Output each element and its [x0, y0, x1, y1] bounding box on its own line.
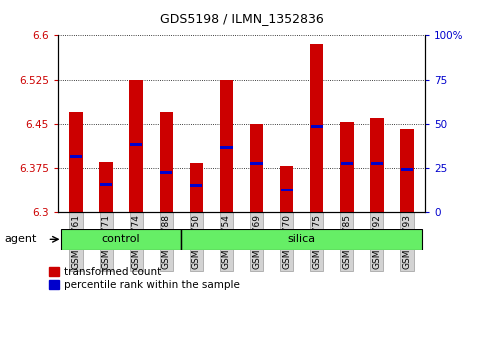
Bar — [69, 112, 83, 212]
Text: silica: silica — [287, 234, 316, 244]
Bar — [250, 124, 263, 212]
Bar — [340, 122, 354, 212]
Text: agent: agent — [5, 234, 37, 244]
Bar — [129, 80, 143, 212]
Bar — [61, 229, 181, 250]
Bar — [400, 129, 414, 212]
Bar — [370, 118, 384, 212]
Bar — [310, 44, 324, 212]
Bar — [281, 188, 293, 192]
Bar — [99, 162, 113, 212]
Bar — [280, 166, 293, 212]
Bar — [401, 168, 413, 171]
Bar — [130, 143, 142, 146]
Bar — [220, 80, 233, 212]
Bar — [190, 164, 203, 212]
Bar — [220, 146, 232, 149]
Text: GDS5198 / ILMN_1352836: GDS5198 / ILMN_1352836 — [159, 12, 324, 25]
Bar — [251, 162, 263, 165]
Text: control: control — [102, 234, 141, 244]
Bar — [371, 162, 383, 165]
Bar — [70, 155, 82, 158]
Bar — [341, 162, 353, 165]
Bar — [159, 112, 173, 212]
Bar — [190, 184, 202, 187]
Bar — [100, 183, 112, 185]
Bar — [311, 125, 323, 128]
Legend: transformed count, percentile rank within the sample: transformed count, percentile rank withi… — [49, 267, 240, 290]
Bar — [181, 229, 422, 250]
Bar — [160, 171, 172, 174]
